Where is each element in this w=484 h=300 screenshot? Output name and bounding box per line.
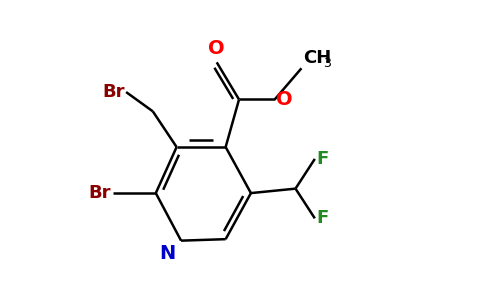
Text: N: N <box>159 244 175 262</box>
Text: F: F <box>317 209 329 227</box>
Text: O: O <box>209 39 225 58</box>
Text: Br: Br <box>89 184 111 202</box>
Text: CH: CH <box>303 49 331 67</box>
Text: Br: Br <box>102 83 124 101</box>
Text: O: O <box>276 90 293 109</box>
Text: 3: 3 <box>323 57 331 70</box>
Text: F: F <box>317 150 329 168</box>
